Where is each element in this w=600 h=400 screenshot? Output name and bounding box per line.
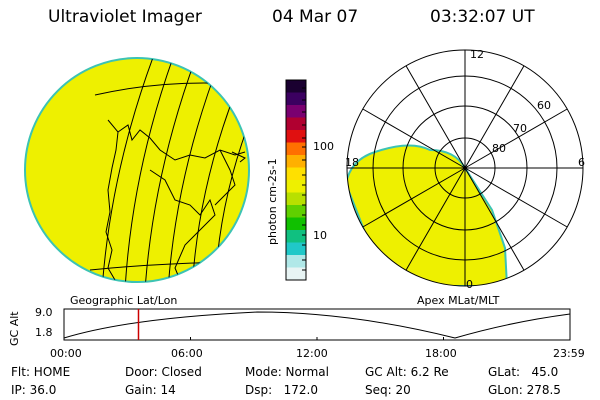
meridian-line	[167, 59, 221, 282]
timeline-y-tick: 1.8	[35, 326, 53, 339]
polar-lat-label: 70	[513, 122, 527, 135]
info-geo-lon: GLon: 278.5	[488, 383, 561, 397]
timeline-x-tick: 06:00	[171, 347, 203, 360]
polar-radial-line	[464, 167, 568, 228]
polar-radial-line	[405, 167, 466, 271]
timeline-x-tick: 00:00	[50, 347, 82, 360]
timeline-x-tick: 12:00	[296, 347, 328, 360]
colorbar-segment	[286, 105, 306, 118]
colorbar-segment	[286, 142, 306, 156]
polar-mlt-label: 18	[345, 156, 359, 169]
colorbar-segment	[286, 155, 306, 168]
colorbar-segment	[286, 167, 306, 181]
colorbar-frame	[285, 79, 307, 281]
polar-radial-line	[464, 65, 525, 169]
observation-time: 03:32:07 UT	[430, 7, 535, 27]
colorbar-segment	[286, 192, 306, 206]
info-gain: Gain: 14	[125, 383, 176, 397]
colorbar-segment	[286, 230, 306, 243]
coastline	[105, 119, 246, 281]
colorbar-segment	[286, 180, 306, 193]
meridian-line	[101, 58, 156, 282]
orbit-altitude-curve	[63, 311, 571, 339]
colorbar-segment	[286, 255, 306, 268]
polar-radial-line	[464, 108, 568, 169]
info-door: Door: Closed	[125, 365, 202, 379]
observation-date: 04 Mar 07	[272, 7, 359, 27]
instrument-title: Ultraviolet Imager	[48, 7, 202, 27]
colorbar-segment	[286, 130, 306, 143]
polar-lat-label: 60	[537, 99, 551, 112]
colorbar-tick-label: 10	[313, 229, 327, 242]
right-projection-label: Apex MLat/MLT	[417, 294, 500, 307]
meridian-line	[124, 58, 176, 282]
colorbar-segment	[286, 267, 306, 281]
colorbar-segment	[286, 217, 306, 231]
timeline-frame	[63, 308, 571, 341]
colorbar-unit-label: photon cm-2s-1	[266, 158, 279, 245]
info-flight: Flt: HOME	[11, 365, 71, 379]
info-ip: IP: 36.0	[11, 383, 57, 397]
polar-mlt-label: 6	[578, 156, 585, 169]
polar-radial-line	[405, 65, 466, 169]
meridian-line	[144, 58, 199, 282]
info-dsp: Dsp: 172.0	[245, 383, 318, 397]
timeline-x-tick: 23:59	[553, 347, 585, 360]
polar-radial-line	[464, 167, 525, 271]
colorbar-segment	[286, 117, 306, 131]
timeline-y-tick: 9.0	[35, 306, 53, 319]
polar-lat-label: 80	[492, 142, 506, 155]
polar-radial-line	[362, 108, 466, 169]
info-mode: Mode: Normal	[245, 365, 329, 379]
colorbar-segment	[286, 242, 306, 256]
aurora-fill	[347, 144, 509, 286]
polar-mlt-label: 0	[466, 278, 473, 291]
timeline-x-tick: 18:00	[425, 347, 457, 360]
left-projection-label: Geographic Lat/Lon	[70, 294, 178, 307]
info-geo-lat: GLat: 45.0	[488, 365, 559, 379]
polar-radial-line	[362, 167, 466, 228]
polar-mlt-label: 12	[470, 48, 484, 61]
earth-disc	[24, 57, 250, 283]
colorbar-segment	[286, 205, 306, 218]
colorbar-segment	[286, 80, 306, 93]
colorbar-segment	[286, 92, 306, 106]
timeline-y-axis-label: GC Alt	[8, 311, 21, 346]
colorbar-tick-label: 100	[313, 140, 334, 153]
info-seq: Seq: 20	[365, 383, 411, 397]
info-gc-alt: GC Alt: 6.2 Re	[365, 365, 449, 379]
